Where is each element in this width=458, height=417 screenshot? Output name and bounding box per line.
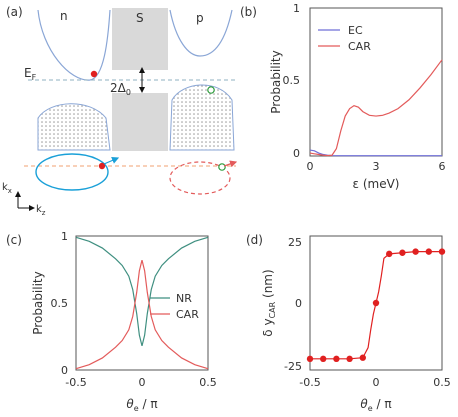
region-p-label: p <box>196 11 204 25</box>
panel-a-tag: (a) <box>6 5 23 19</box>
panel-d-data-point <box>399 249 406 256</box>
region-s-label: S <box>136 11 144 25</box>
hole-fermi-contour <box>169 161 231 195</box>
panel-d-data-point <box>320 355 327 363</box>
electron-fermi-contour <box>35 153 109 191</box>
panel-c: (c) 0 0.5 1 -0.5 0 0.5 θe / π Probabilit… <box>6 230 217 413</box>
panel-d-marks <box>306 248 446 363</box>
panel-c-series-car-line <box>75 259 209 370</box>
panel-c-frame <box>75 235 209 371</box>
panel-c-xtick-0: -0.5 <box>65 376 86 389</box>
superconductor-upper-block <box>112 8 168 70</box>
panel-d-ylabel: δ yCAR (nm) <box>261 269 277 336</box>
panel-b-xtick-1: 3 <box>373 160 380 173</box>
panel-b-xlabel: ε (meV) <box>353 177 400 191</box>
panel-b-ytick-1: 0.5 <box>283 74 301 87</box>
panel-d-xtick-0: -0.5 <box>299 376 320 389</box>
panel-b-tag: (b) <box>240 5 257 19</box>
electron-velocity-arrow <box>103 157 120 165</box>
panel-b-legend: EC CAR <box>318 24 371 53</box>
legend-car-label-c: CAR <box>176 308 199 321</box>
panel-b-ytick-2: 1 <box>293 2 300 15</box>
kz-label: kz <box>36 204 46 217</box>
panel-d-data-point <box>333 355 340 363</box>
p-conduction-band <box>169 9 233 57</box>
panel-c-xtick-1: 0 <box>139 376 146 389</box>
n-valence-band <box>37 103 111 151</box>
panel-b-series-car-line <box>309 59 443 157</box>
panel-d-xtick-1: 0 <box>373 376 380 389</box>
panel-b-marks <box>309 59 443 157</box>
panel-d-ytick-1: 0 <box>295 297 302 310</box>
panel-d-data-point <box>346 355 353 363</box>
gap-label: 2Δ0 <box>110 81 131 97</box>
panel-d-data-point <box>412 248 419 255</box>
panel-c-ytick-0: 0 <box>61 364 68 377</box>
panel-c-xlabel: θe / π <box>126 397 157 413</box>
superconductor-lower-block <box>112 93 168 151</box>
panel-b: (b) 0 0.5 1 0 3 6 ε (meV) Probability EC… <box>240 2 446 191</box>
legend-car-label: CAR <box>348 40 371 53</box>
panel-d: (d) -25 0 25 -0.5 0 0.5 θe / π δ yCAR (n… <box>246 233 451 413</box>
panel-c-marks <box>75 236 209 370</box>
hole-marker <box>207 86 215 94</box>
panel-d-frame <box>309 235 443 371</box>
panel-d-tag: (d) <box>246 233 263 247</box>
panel-c-ylabel: Probability <box>31 271 45 334</box>
panel-c-xtick-2: 0.5 <box>199 376 217 389</box>
electron-marker <box>90 70 98 78</box>
panel-d-xtick-2: 0.5 <box>433 376 451 389</box>
panel-b-ylabel: Probability <box>269 50 283 113</box>
panel-d-data-point <box>425 248 432 255</box>
electron-state-marker <box>98 162 106 170</box>
panel-d-data-point <box>386 250 393 258</box>
panel-d-data-point <box>372 299 380 307</box>
panel-b-xtick-2: 6 <box>439 160 446 173</box>
panel-b-series-ec-line <box>309 149 442 157</box>
hole-state-marker <box>218 163 226 171</box>
panel-d-ytick-0: -25 <box>284 360 302 373</box>
panel-c-series-nr-line <box>75 236 209 347</box>
legend-nr-label: NR <box>176 292 192 305</box>
panel-d-ytick-2: 25 <box>288 236 302 249</box>
hole-velocity-arrow <box>223 160 238 168</box>
region-n-label: n <box>60 9 68 23</box>
p-valence-band <box>169 84 235 151</box>
legend-ec-label: EC <box>348 24 363 37</box>
panel-a: (a) n S p EF 2Δ0 kx kz <box>2 5 238 217</box>
kx-label: kx <box>2 182 12 195</box>
panel-d-data-point <box>359 354 366 361</box>
panel-c-legend: NR CAR <box>150 292 199 321</box>
panel-c-ytick-2: 1 <box>61 230 68 243</box>
panel-d-data-point <box>438 248 446 255</box>
panel-b-ytick-0: 0 <box>293 147 300 160</box>
n-conduction-band <box>37 9 111 81</box>
panel-b-xtick-0: 0 <box>307 160 314 173</box>
fermi-label: EF <box>24 66 37 82</box>
panel-c-ytick-1: 0.5 <box>51 297 69 310</box>
panel-d-xlabel: θe / π <box>360 397 391 413</box>
panel-d-data-point <box>306 355 314 363</box>
panel-c-tag: (c) <box>6 233 22 247</box>
